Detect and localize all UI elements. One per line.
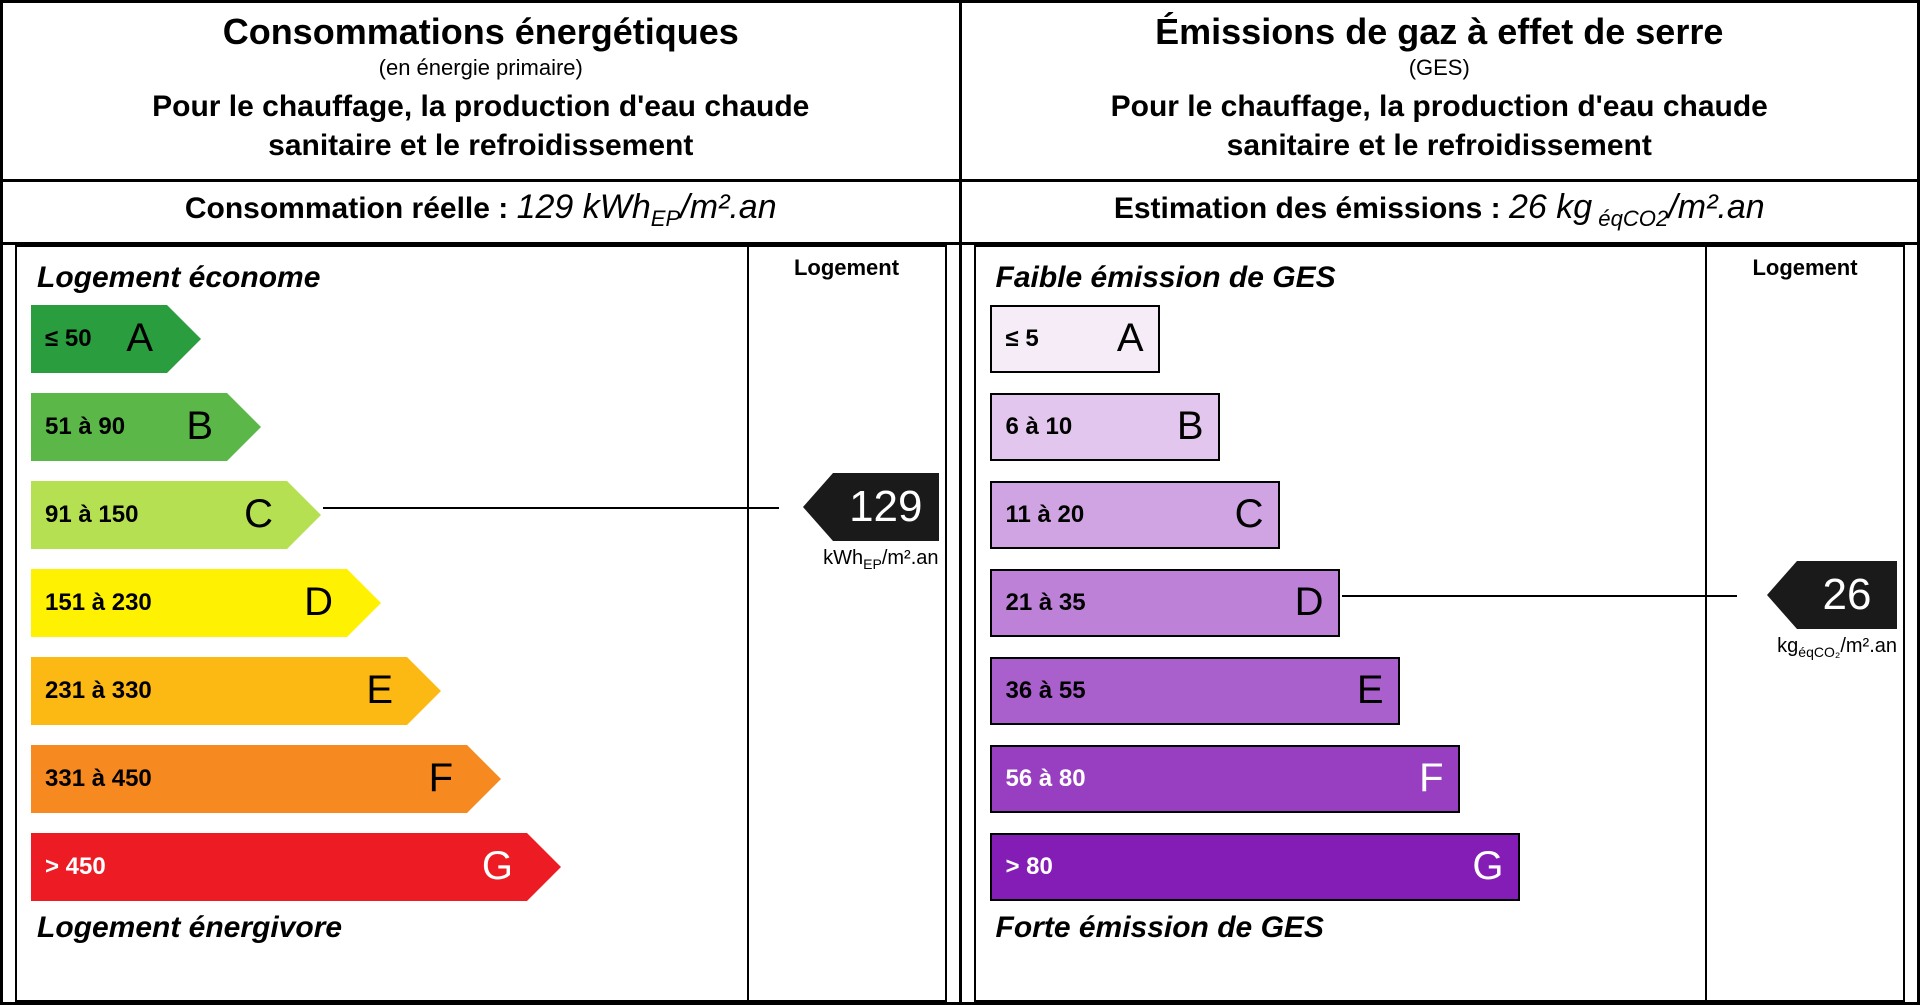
ges-bar-letter: D <box>1295 580 1324 625</box>
ges-scale-top: Faible émission de GES <box>990 257 1692 305</box>
energy-bar-c: 91 à 150 C <box>31 481 733 549</box>
ges-pointer-badge: 26 <box>1767 561 1897 629</box>
energy-bar-f: 331 à 450 F <box>31 745 733 813</box>
ges-measure-row: Estimation des émissions : 26 kg éqCO2/m… <box>962 182 1918 245</box>
energy-bar-range: ≤ 50 <box>45 325 92 353</box>
ges-bar-range: 6 à 10 <box>1006 413 1073 441</box>
ges-bar-range: 36 à 55 <box>1006 677 1086 705</box>
ges-bar-range: ≤ 5 <box>1006 325 1039 353</box>
ges-bar-b: 6 à 10 B <box>990 393 1692 461</box>
ges-bar-letter: E <box>1357 668 1384 713</box>
energy-subtitle: (en énergie primaire) <box>23 55 939 81</box>
ges-chart-area: Faible émission de GES ≤ 5 A 6 à 10 B 11 à 2… <box>962 245 1918 1002</box>
ges-bar-range: 56 à 80 <box>1006 765 1086 793</box>
energy-header: Consommations énergétiques (en énergie p… <box>3 3 959 182</box>
energy-title: Consommations énergétiques <box>23 11 939 53</box>
energy-bar-range: 331 à 450 <box>45 765 152 793</box>
energy-bar-range: 151 à 230 <box>45 589 152 617</box>
ges-bar-f: 56 à 80 F <box>990 745 1692 813</box>
energy-bar-letter: D <box>304 580 333 625</box>
ges-logement-column: Logement 26 kgéqCO₂/m².an <box>1705 245 1905 1002</box>
energy-bar-g: > 450 G <box>31 833 733 901</box>
energy-measure-value: 129 kWhEP/m².an <box>517 188 777 226</box>
ges-bar-e: 36 à 55 E <box>990 657 1692 725</box>
energy-bar-range: 91 à 150 <box>45 501 138 529</box>
ges-bar-range: 21 à 35 <box>1006 589 1086 617</box>
energy-bar-b: 51 à 90 B <box>31 393 733 461</box>
energy-pointer-line <box>323 507 747 509</box>
energy-logement-column: Logement 129 kWhEP/m².an <box>747 245 947 1002</box>
ges-header: Émissions de gaz à effet de serre (GES) … <box>962 3 1918 182</box>
ges-bars: ≤ 5 A 6 à 10 B 11 à 20 C 21 à 35 D 36 à 55 E 56 à … <box>990 305 1692 901</box>
energy-bar-d: 151 à 230 D <box>31 569 733 637</box>
energy-bar-letter: B <box>186 404 213 449</box>
ges-subtitle: (GES) <box>982 55 1898 81</box>
ges-bar-d: 21 à 35 D <box>990 569 1692 637</box>
ges-bar-g: > 80 G <box>990 833 1692 901</box>
energy-bars: ≤ 50 A 51 à 90 B 91 à 150 C 151 à 230 D 231 à 33… <box>31 305 733 901</box>
ges-bar-letter: F <box>1419 756 1443 801</box>
ges-title: Émissions de gaz à effet de serre <box>982 11 1898 53</box>
ges-pointer-line <box>1342 595 1706 597</box>
ges-scale-bottom: Forte émission de GES <box>990 901 1692 949</box>
energy-description: Pour le chauffage, la production d'eau c… <box>23 87 939 165</box>
ges-bar-range: 11 à 20 <box>1006 501 1085 529</box>
ges-logement-header: Logement <box>1707 247 1903 289</box>
energy-bar-letter: E <box>366 668 393 713</box>
ges-bar-letter: G <box>1472 844 1503 889</box>
ges-desc-l2: sanitaire et le refroidissement <box>1227 129 1652 162</box>
energy-scale-bottom: Logement énergivore <box>31 901 733 949</box>
ges-measure-label: Estimation des émissions : <box>1114 192 1509 225</box>
energy-measure-label: Consommation réelle : <box>185 192 517 225</box>
ges-pointer-unit: kgéqCO₂/m².an <box>1777 635 1897 660</box>
energy-bar-letter: G <box>482 844 513 889</box>
energy-measure-row: Consommation réelle : 129 kWhEP/m².an <box>3 182 959 245</box>
ges-desc-l1: Pour le chauffage, la production d'eau c… <box>1111 90 1768 123</box>
energy-bar-letter: F <box>429 756 453 801</box>
ges-pointer-line-ext <box>1707 595 1737 597</box>
energy-pointer-badge: 129 <box>803 473 938 541</box>
ges-panel: Émissions de gaz à effet de serre (GES) … <box>962 3 1918 1002</box>
ges-description: Pour le chauffage, la production d'eau c… <box>982 87 1898 165</box>
dpe-container: Consommations énergétiques (en énergie p… <box>0 0 1920 1005</box>
energy-bar-a: ≤ 50 A <box>31 305 733 373</box>
energy-scale-column: Logement économe ≤ 50 A 51 à 90 B 91 à 150 C 1… <box>15 245 747 1002</box>
energy-bar-letter: C <box>244 492 273 537</box>
energy-bar-letter: A <box>126 316 153 361</box>
energy-pointer-line-ext <box>749 507 779 509</box>
ges-scale-column: Faible émission de GES ≤ 5 A 6 à 10 B 11 à 2… <box>974 245 1706 1002</box>
energy-pointer-unit: kWhEP/m².an <box>823 547 938 572</box>
energy-bar-e: 231 à 330 E <box>31 657 733 725</box>
energy-desc-l2: sanitaire et le refroidissement <box>268 129 693 162</box>
ges-bar-a: ≤ 5 A <box>990 305 1692 373</box>
ges-measure-value: 26 kg éqCO2/m².an <box>1509 188 1765 226</box>
ges-bar-letter: A <box>1117 316 1144 361</box>
energy-panel: Consommations énergétiques (en énergie p… <box>3 3 962 1002</box>
ges-bar-range: > 80 <box>1006 853 1053 881</box>
energy-bar-range: 51 à 90 <box>45 413 125 441</box>
energy-bar-range: 231 à 330 <box>45 677 152 705</box>
energy-scale-top: Logement économe <box>31 257 733 305</box>
energy-desc-l1: Pour le chauffage, la production d'eau c… <box>152 90 809 123</box>
energy-bar-range: > 450 <box>45 853 106 881</box>
ges-pointer-value: 26 <box>1797 561 1897 629</box>
ges-bar-c: 11 à 20 C <box>990 481 1692 549</box>
ges-bar-letter: C <box>1235 492 1264 537</box>
ges-bar-letter: B <box>1177 404 1204 449</box>
energy-pointer-value: 129 <box>833 473 938 541</box>
energy-logement-header: Logement <box>749 247 945 289</box>
energy-chart-area: Logement économe ≤ 50 A 51 à 90 B 91 à 150 C 1… <box>3 245 959 1002</box>
